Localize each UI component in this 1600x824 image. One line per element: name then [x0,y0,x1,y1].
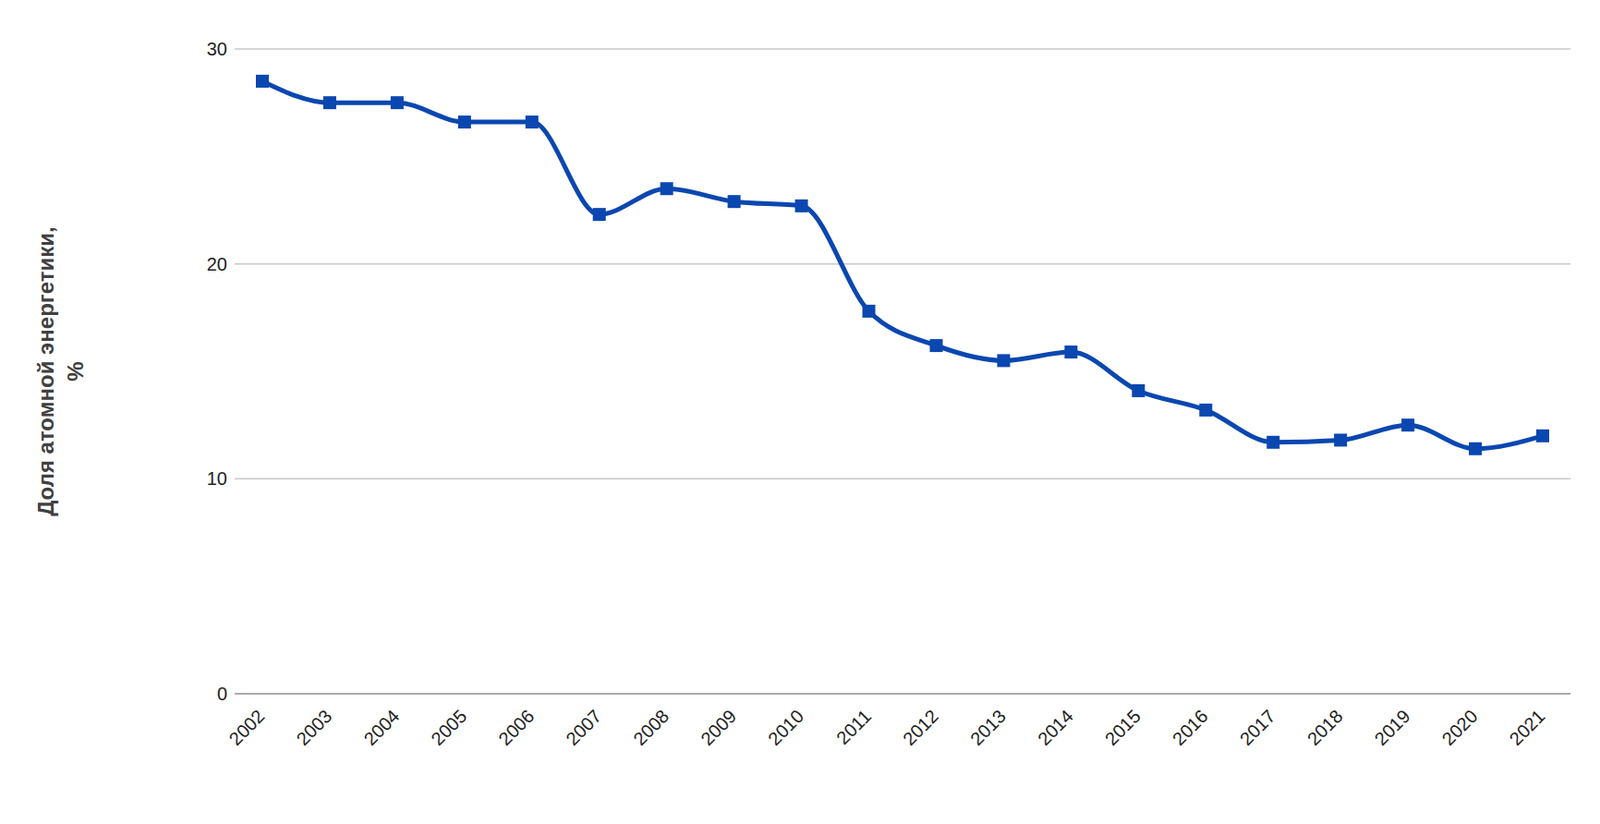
svg-text:2014: 2014 [1033,705,1078,750]
svg-text:2018: 2018 [1303,705,1347,750]
svg-text:2020: 2020 [1438,705,1482,750]
svg-text:2002: 2002 [225,705,269,750]
svg-text:2004: 2004 [359,705,403,750]
svg-text:2003: 2003 [291,705,336,750]
svg-text:2013: 2013 [966,705,1010,750]
svg-text:30: 30 [206,38,228,60]
svg-text:2009: 2009 [696,705,740,750]
svg-text:2010: 2010 [763,705,808,750]
svg-text:2021: 2021 [1505,705,1550,750]
svg-text:%: % [62,361,88,381]
svg-text:2005: 2005 [426,705,471,750]
svg-text:2011: 2011 [832,705,875,749]
svg-text:20: 20 [206,254,228,275]
svg-text:2017: 2017 [1236,705,1280,750]
svg-text:2015: 2015 [1101,705,1145,750]
svg-text:2007: 2007 [561,705,606,750]
svg-text:2012: 2012 [898,705,943,750]
svg-text:0: 0 [217,683,228,704]
svg-text:10: 10 [206,468,228,489]
svg-text:2019: 2019 [1370,705,1415,750]
svg-text:2016: 2016 [1168,705,1213,750]
svg-text:Доля атомной энергетики,: Доля атомной энергетики, [33,226,59,517]
svg-text:2008: 2008 [629,705,673,750]
svg-text:2006: 2006 [494,705,538,750]
